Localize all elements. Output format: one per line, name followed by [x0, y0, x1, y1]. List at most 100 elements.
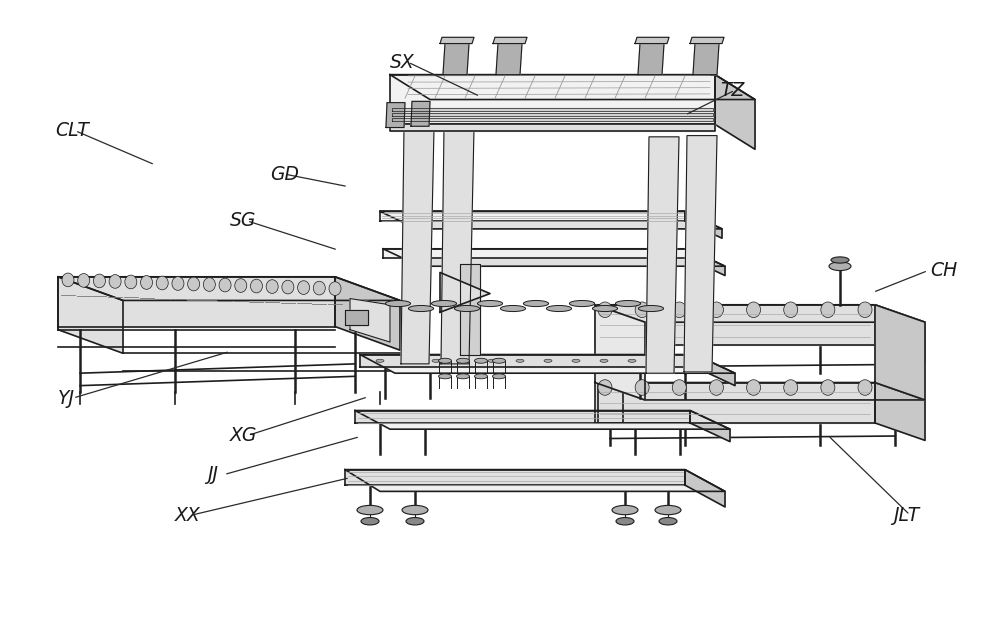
Ellipse shape [615, 300, 641, 307]
Ellipse shape [572, 359, 580, 362]
Ellipse shape [488, 359, 496, 362]
Polygon shape [386, 103, 405, 128]
Polygon shape [650, 221, 670, 264]
Polygon shape [690, 37, 724, 44]
Text: JLT: JLT [893, 506, 919, 524]
Ellipse shape [431, 300, 457, 307]
Polygon shape [350, 299, 390, 342]
Polygon shape [390, 75, 755, 100]
Ellipse shape [141, 276, 153, 289]
Ellipse shape [672, 379, 686, 396]
Polygon shape [693, 44, 719, 75]
Ellipse shape [544, 359, 552, 362]
Ellipse shape [638, 305, 664, 312]
Ellipse shape [672, 302, 686, 317]
Ellipse shape [78, 274, 90, 287]
Ellipse shape [156, 276, 168, 290]
Ellipse shape [266, 280, 278, 294]
Polygon shape [638, 44, 664, 75]
Polygon shape [690, 411, 730, 442]
Ellipse shape [438, 358, 452, 363]
Ellipse shape [656, 359, 664, 362]
Polygon shape [383, 249, 688, 258]
Ellipse shape [569, 300, 595, 307]
Ellipse shape [109, 274, 121, 288]
Ellipse shape [659, 518, 677, 525]
Ellipse shape [475, 358, 488, 363]
Ellipse shape [616, 518, 634, 525]
Polygon shape [595, 383, 875, 423]
Ellipse shape [612, 505, 638, 515]
Ellipse shape [282, 281, 294, 294]
Ellipse shape [500, 305, 526, 312]
Ellipse shape [821, 379, 835, 396]
Text: YJ: YJ [58, 389, 75, 407]
Polygon shape [685, 470, 725, 507]
Ellipse shape [203, 277, 215, 291]
Ellipse shape [125, 275, 137, 289]
Ellipse shape [523, 300, 549, 307]
Text: TZ: TZ [720, 81, 744, 100]
Ellipse shape [598, 302, 612, 317]
Ellipse shape [747, 379, 761, 396]
Ellipse shape [821, 302, 835, 317]
Polygon shape [595, 305, 925, 322]
Ellipse shape [235, 279, 247, 292]
Polygon shape [875, 383, 925, 440]
Ellipse shape [655, 505, 681, 515]
Ellipse shape [784, 379, 798, 396]
Polygon shape [875, 305, 925, 400]
Polygon shape [390, 124, 715, 131]
Ellipse shape [62, 273, 74, 287]
Polygon shape [392, 118, 713, 121]
Polygon shape [460, 264, 480, 355]
Text: SG: SG [230, 211, 256, 230]
Ellipse shape [829, 262, 851, 271]
Text: CH: CH [930, 261, 957, 280]
Ellipse shape [376, 359, 384, 362]
Ellipse shape [546, 305, 572, 312]
Ellipse shape [357, 505, 383, 515]
Ellipse shape [600, 359, 608, 362]
Ellipse shape [456, 374, 470, 379]
Ellipse shape [219, 278, 231, 292]
Polygon shape [335, 277, 400, 350]
Ellipse shape [709, 379, 723, 396]
Ellipse shape [188, 277, 200, 291]
Ellipse shape [709, 302, 723, 317]
Text: SX: SX [390, 53, 415, 72]
Ellipse shape [313, 281, 325, 295]
Ellipse shape [460, 359, 468, 362]
Polygon shape [684, 136, 717, 372]
Polygon shape [646, 137, 679, 373]
Text: CLT: CLT [55, 121, 89, 140]
Ellipse shape [475, 374, 488, 379]
Polygon shape [345, 470, 725, 491]
Ellipse shape [858, 302, 872, 317]
Polygon shape [58, 277, 123, 353]
Polygon shape [411, 101, 430, 126]
Ellipse shape [831, 257, 849, 263]
Ellipse shape [406, 518, 424, 525]
Polygon shape [355, 411, 690, 423]
Text: XG: XG [230, 426, 257, 445]
Ellipse shape [628, 359, 636, 362]
Polygon shape [441, 128, 474, 364]
Ellipse shape [172, 277, 184, 290]
Ellipse shape [858, 379, 872, 396]
Ellipse shape [298, 281, 310, 294]
Text: GD: GD [270, 165, 299, 183]
Polygon shape [493, 37, 527, 44]
Polygon shape [58, 277, 400, 300]
Polygon shape [58, 277, 335, 327]
Text: XX: XX [175, 506, 201, 524]
Polygon shape [355, 411, 730, 429]
Polygon shape [380, 211, 722, 229]
Polygon shape [595, 305, 645, 400]
Polygon shape [392, 108, 713, 111]
Polygon shape [688, 249, 725, 276]
Polygon shape [405, 221, 425, 264]
Polygon shape [443, 44, 469, 75]
Polygon shape [383, 249, 725, 266]
Polygon shape [595, 305, 875, 345]
